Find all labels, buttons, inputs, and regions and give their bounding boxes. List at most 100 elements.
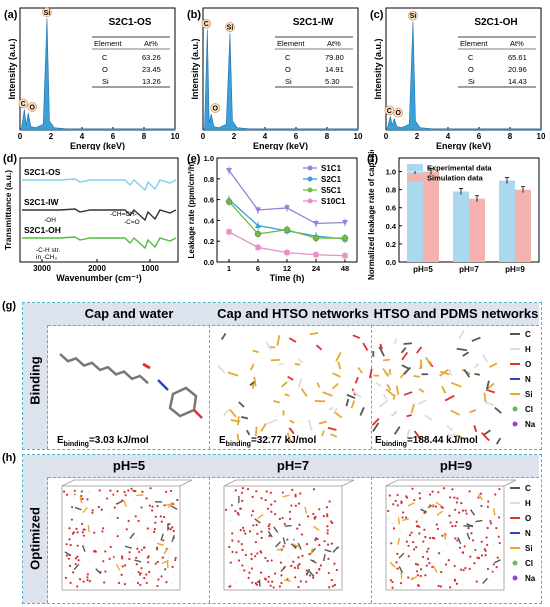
water-dot: [134, 575, 137, 578]
water-dot: [78, 578, 82, 581]
water-dot: [65, 543, 68, 546]
water-dot: [65, 554, 68, 557]
water-dot: [333, 525, 336, 528]
water-dot: [475, 580, 478, 583]
water-dot: [243, 569, 246, 572]
ftir-xtick-label: 3000: [33, 264, 51, 273]
water-dot: [330, 501, 333, 504]
water-dot: [414, 562, 418, 566]
f-bar: [499, 180, 515, 262]
water-dot: [437, 552, 441, 555]
e-point: [225, 198, 233, 205]
water-dot: [498, 516, 501, 519]
solute-bond: [254, 518, 261, 524]
water-dot: [130, 487, 133, 490]
network-bond: [331, 382, 339, 390]
water-dot: [269, 491, 272, 494]
eds-peak-label: C: [387, 108, 392, 115]
water-dot: [240, 543, 243, 546]
water-dot: [291, 558, 294, 561]
network-bond: [403, 342, 413, 345]
eds-ylabel: Intensity (a.u.): [190, 38, 200, 99]
network-bond: [297, 358, 304, 364]
water-dot: [231, 490, 234, 493]
water-dot: [236, 502, 239, 505]
water-dot: [388, 494, 391, 497]
water-dot: [312, 512, 315, 516]
sim-box: [61, 485, 181, 591]
solute-bond: [477, 493, 483, 501]
water-dot: [244, 532, 247, 535]
solute-bond: [87, 524, 90, 532]
water-dot: [327, 562, 330, 565]
eds-xtick-label: 0: [384, 132, 389, 141]
water-dot: [318, 521, 321, 524]
water-dot: [121, 565, 124, 568]
water-dot: [405, 516, 408, 519]
water-dot: [242, 529, 246, 532]
water-dot: [94, 582, 98, 585]
network-bond: [337, 361, 342, 370]
water-dot: [421, 490, 424, 493]
panel-e-label: (e): [187, 153, 201, 165]
water-dot: [393, 522, 396, 525]
g-atom-legend-dot: [512, 406, 518, 412]
network-bond: [297, 378, 303, 388]
water-dot: [259, 571, 263, 574]
g-atom-legend-label: N: [525, 375, 531, 384]
water-dot: [123, 583, 126, 586]
water-dot: [419, 568, 423, 571]
water-dot: [135, 563, 138, 566]
water-dot: [81, 522, 84, 525]
water-dot: [171, 565, 174, 568]
f-legend-swatch: [407, 164, 423, 171]
solute-bond: [389, 561, 396, 568]
water-dot: [291, 581, 295, 584]
water-dot: [495, 513, 498, 516]
water-dot: [392, 527, 396, 530]
f-bar: [469, 198, 485, 262]
table-cell: 20.96: [508, 65, 527, 74]
water-dot: [311, 526, 314, 529]
e-legend-label: S5C1: [321, 186, 342, 195]
water-dot: [74, 563, 77, 566]
water-dot: [331, 521, 334, 525]
network-bond: [315, 344, 323, 351]
water-molecule: [142, 362, 151, 370]
water-dot: [86, 573, 89, 576]
water-dot: [266, 507, 270, 510]
panel-h-header: [23, 455, 539, 478]
water-dot: [333, 562, 336, 565]
water-dot: [230, 520, 233, 523]
water-dot: [449, 496, 452, 499]
ftir-annotation: -OH: [44, 217, 56, 224]
solute-bond: [282, 494, 290, 498]
water-dot: [121, 557, 124, 560]
eds-xtick-label: 0: [18, 132, 23, 141]
ftir-series-label: S2C1-IW: [24, 197, 59, 207]
eds-peak-marker: [210, 103, 221, 113]
network-bond: [400, 347, 407, 354]
water-dot: [471, 539, 475, 542]
water-dot: [148, 536, 151, 539]
water-dot: [247, 576, 250, 579]
water-dot: [239, 507, 242, 510]
water-dot: [141, 490, 144, 493]
water-dot: [241, 564, 244, 567]
water-dot: [407, 555, 410, 558]
eds-peak-label: Si: [44, 10, 51, 17]
f-xtick-label: pH=5: [413, 265, 433, 274]
water-dot: [250, 557, 253, 561]
water-dot: [297, 502, 301, 505]
e-ytick-label: 0.4: [204, 216, 215, 225]
water-dot: [427, 547, 430, 550]
network-bond: [318, 420, 327, 425]
eds-peak-marker: [18, 98, 29, 109]
water-dot: [77, 559, 80, 562]
eds-ylabel: Intensity (a.u.): [7, 38, 17, 99]
network-bond: [289, 419, 295, 424]
ph-bar-panel: (f)Normalized leakage rate of capsaicin 0…: [367, 150, 540, 280]
water-dot: [289, 517, 292, 521]
water-dot: [418, 492, 421, 495]
